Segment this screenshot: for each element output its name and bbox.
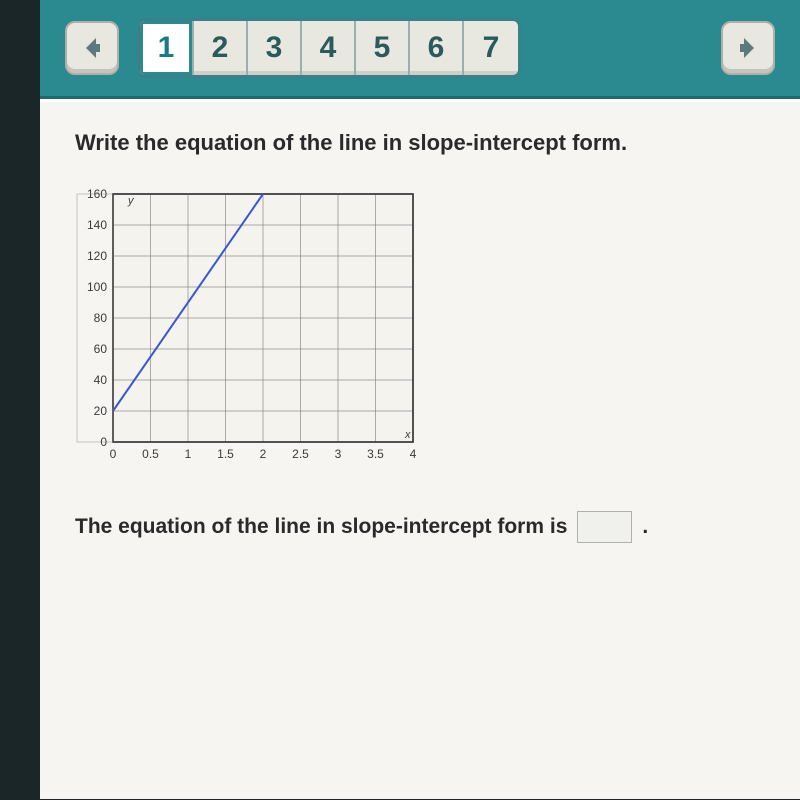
chart-svg: 00.511.522.533.54020406080100120140160yx xyxy=(75,186,435,476)
nav-number-4[interactable]: 4 xyxy=(302,21,356,75)
svg-text:4: 4 xyxy=(410,447,417,461)
question-number-list: 1 2 3 4 5 6 7 xyxy=(137,18,521,78)
answer-row: The equation of the line in slope-interc… xyxy=(75,511,765,543)
svg-text:x: x xyxy=(404,429,411,441)
svg-text:0.5: 0.5 xyxy=(142,447,159,461)
nav-number-3[interactable]: 3 xyxy=(248,21,302,75)
nav-number-5[interactable]: 5 xyxy=(356,21,410,75)
answer-label: The equation of the line in slope-interc… xyxy=(75,515,567,539)
svg-text:100: 100 xyxy=(87,280,107,294)
prev-button[interactable] xyxy=(65,21,119,75)
navigation-bar: 1 2 3 4 5 6 7 xyxy=(40,0,800,99)
nav-number-6[interactable]: 6 xyxy=(410,21,464,75)
app-frame: 1 2 3 4 5 6 7 Write the equation of the … xyxy=(40,0,800,800)
svg-text:20: 20 xyxy=(94,404,108,418)
question-content: Write the equation of the line in slope-… xyxy=(40,99,800,799)
svg-text:0: 0 xyxy=(110,447,117,461)
svg-text:40: 40 xyxy=(94,373,108,387)
svg-text:2.5: 2.5 xyxy=(292,447,309,461)
answer-input[interactable] xyxy=(577,511,632,543)
svg-text:3.5: 3.5 xyxy=(367,447,384,461)
line-chart: 00.511.522.533.54020406080100120140160yx xyxy=(75,186,435,476)
svg-text:3: 3 xyxy=(335,447,342,461)
arrow-left-icon xyxy=(78,34,106,62)
svg-text:60: 60 xyxy=(94,342,108,356)
answer-period: . xyxy=(642,515,648,539)
svg-text:140: 140 xyxy=(87,218,107,232)
nav-number-2[interactable]: 2 xyxy=(194,21,248,75)
svg-text:120: 120 xyxy=(87,249,107,263)
svg-text:80: 80 xyxy=(94,311,108,325)
svg-text:1.5: 1.5 xyxy=(217,447,234,461)
svg-text:2: 2 xyxy=(260,447,267,461)
next-button[interactable] xyxy=(721,21,775,75)
nav-number-7[interactable]: 7 xyxy=(464,21,518,75)
question-prompt: Write the equation of the line in slope-… xyxy=(75,130,765,156)
arrow-right-icon xyxy=(734,34,762,62)
svg-text:1: 1 xyxy=(185,447,192,461)
nav-number-1[interactable]: 1 xyxy=(140,21,194,75)
